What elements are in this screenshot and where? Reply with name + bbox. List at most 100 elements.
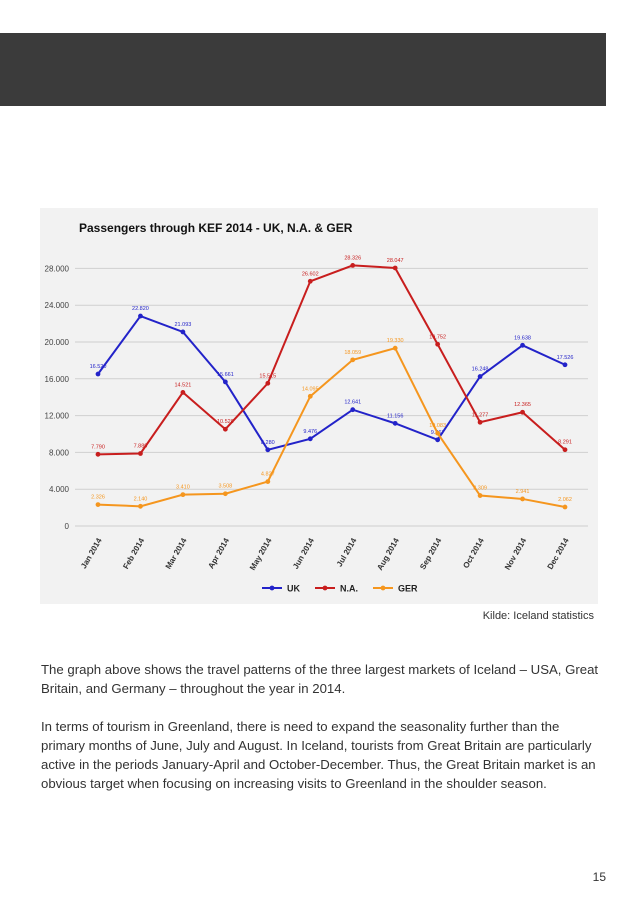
x-tick-label: Nov 2014 <box>503 536 529 571</box>
data-label: 28.326 <box>344 255 361 261</box>
page-number: 15 <box>592 870 606 884</box>
line-chart: Passengers through KEF 2014 - UK, N.A. &… <box>40 208 598 604</box>
data-label: 4.827 <box>261 472 275 478</box>
data-label: 8.291 <box>558 440 572 446</box>
x-tick-label: Apr 2014 <box>206 536 231 570</box>
x-tick-label: Sep 2014 <box>418 536 443 571</box>
data-point <box>180 390 186 395</box>
data-label: 12.641 <box>344 400 361 406</box>
data-point <box>307 278 313 284</box>
data-label: 2.326 <box>91 495 105 501</box>
data-point <box>435 437 441 443</box>
data-label: 7.880 <box>134 444 148 450</box>
data-point <box>392 420 398 426</box>
x-tick-label: Jun 2014 <box>291 536 316 571</box>
data-point <box>562 447 568 453</box>
x-tick-label: Mar 2014 <box>164 536 189 571</box>
data-point <box>180 329 186 335</box>
data-label: 28.047 <box>387 258 404 264</box>
legend-label: UK <box>287 584 300 594</box>
x-tick-label: Oct 2014 <box>461 536 486 570</box>
y-tick-label: 16.000 <box>45 375 70 384</box>
data-point <box>477 493 483 498</box>
data-label: 15.515 <box>259 373 276 379</box>
y-tick-label: 24.000 <box>45 301 70 310</box>
data-point <box>138 503 143 509</box>
data-point <box>562 504 568 510</box>
data-label: 14.521 <box>174 382 191 388</box>
data-point <box>95 371 101 377</box>
data-label: 2.941 <box>516 489 530 495</box>
data-label: 21.093 <box>174 322 191 328</box>
x-tick-label: May 2014 <box>248 536 274 572</box>
data-label: 19.330 <box>387 338 404 344</box>
data-point <box>307 393 313 399</box>
data-label: 10.520 <box>217 419 234 425</box>
y-tick-label: 12.000 <box>45 412 70 421</box>
data-point <box>95 451 101 457</box>
data-point <box>392 345 398 351</box>
y-tick-label: 28.000 <box>45 264 70 273</box>
header-band <box>0 33 606 106</box>
data-point <box>350 407 356 413</box>
series-line-na <box>97 264 566 456</box>
data-label: 3.309 <box>473 486 487 492</box>
data-point <box>435 341 441 347</box>
data-label: 7.790 <box>91 444 105 450</box>
data-label: 2.062 <box>558 497 572 503</box>
data-label: 22.820 <box>132 306 149 312</box>
body-paragraph-1: The graph above shows the travel pattern… <box>41 662 599 696</box>
data-point <box>307 436 313 442</box>
data-point <box>180 492 186 498</box>
y-tick-label: 20.000 <box>45 338 70 347</box>
data-label: 11.156 <box>387 413 403 419</box>
legend-marker <box>322 585 328 591</box>
data-point <box>435 430 441 436</box>
x-tick-label: Aug 2014 <box>375 536 401 572</box>
data-point <box>520 342 525 348</box>
data-point <box>350 263 356 268</box>
data-point <box>222 379 228 385</box>
data-point <box>265 479 271 484</box>
data-label: 12.365 <box>514 402 531 408</box>
legend-label: GER <box>398 584 418 594</box>
legend-marker <box>380 585 386 591</box>
data-label: 9.476 <box>303 429 317 435</box>
data-label: 14.095 <box>302 386 319 392</box>
data-label: 18.059 <box>344 350 361 356</box>
data-point <box>477 419 483 425</box>
series-line-uk <box>97 314 566 451</box>
legend-label: N.A. <box>340 584 358 594</box>
data-label: 3.508 <box>218 484 232 490</box>
x-tick-label: Jan 2014 <box>79 536 104 570</box>
data-label: 16.248 <box>472 367 489 373</box>
data-label: 17.526 <box>557 355 574 361</box>
data-label: 16.520 <box>90 364 107 370</box>
data-label: 3.410 <box>176 485 190 491</box>
data-point <box>222 426 228 432</box>
data-point <box>392 265 398 271</box>
data-label: 2.140 <box>134 496 148 502</box>
legend-marker <box>269 585 275 591</box>
data-point <box>477 374 483 379</box>
data-label: 19.752 <box>429 334 446 340</box>
series-line-ger <box>97 346 566 509</box>
data-label: 8.280 <box>261 440 275 446</box>
data-point <box>138 451 143 456</box>
data-point <box>350 357 356 363</box>
data-point <box>520 409 525 415</box>
y-tick-label: 4.000 <box>49 485 70 494</box>
y-tick-label: 0 <box>65 522 70 531</box>
chart-title: Passengers through KEF 2014 - UK, N.A. &… <box>79 221 353 235</box>
data-point <box>222 491 228 497</box>
data-label: 19.638 <box>514 335 531 341</box>
data-label: 11.277 <box>472 412 488 418</box>
data-point <box>265 447 271 453</box>
data-point <box>265 380 271 386</box>
data-point <box>95 502 101 508</box>
data-point <box>138 313 143 319</box>
y-tick-label: 8.000 <box>49 448 70 457</box>
x-tick-label: Dec 2014 <box>546 536 571 571</box>
data-point <box>562 362 568 368</box>
data-label: 26.602 <box>302 271 319 277</box>
